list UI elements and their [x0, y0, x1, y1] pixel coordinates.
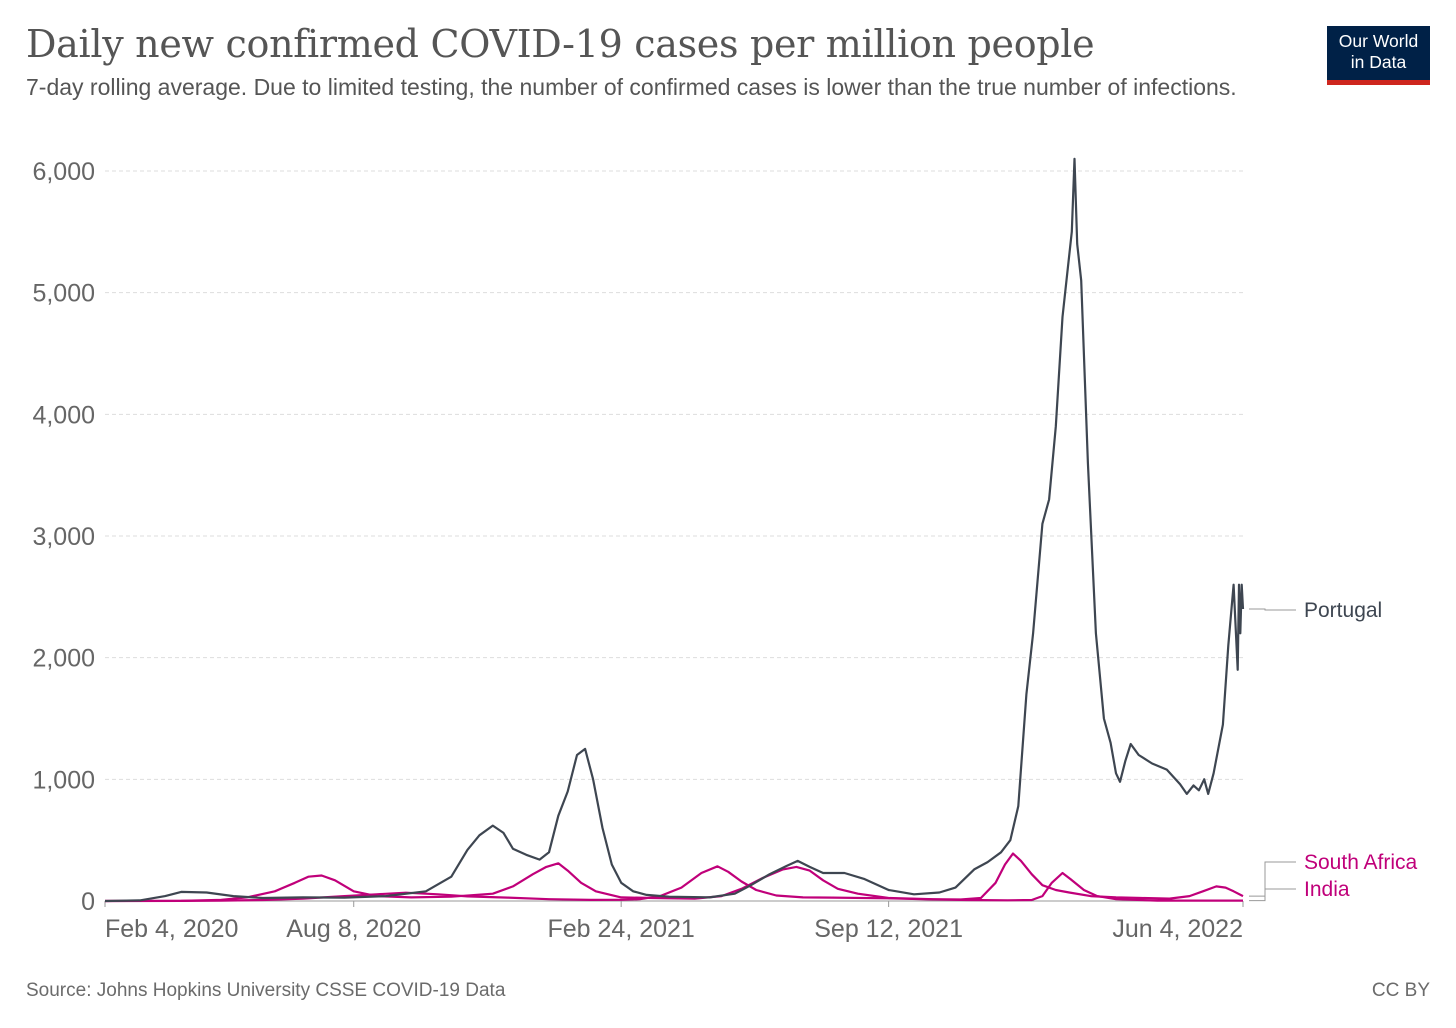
series-line-portugal: [104, 157, 1245, 903]
x-tick-label: Feb 4, 2020: [105, 915, 238, 943]
source-note[interactable]: Source: Johns Hopkins University CSSE CO…: [26, 980, 506, 1001]
x-axis: Feb 4, 2020 Aug 8, 2020 Feb 24, 2021 Sep 12…: [104, 900, 1244, 943]
x-tick-label: Aug 8, 2020: [286, 915, 421, 943]
series-line-india: [104, 865, 1243, 903]
y-tick-label: 5,000: [32, 280, 95, 308]
y-tick-label: 6,000: [32, 158, 95, 186]
logo-line-2: in Data: [1350, 52, 1407, 72]
logo-line-1: Our World: [1338, 31, 1419, 51]
series-label-connector: [1249, 861, 1296, 897]
chart-title: Daily new confirmed COVID-19 cases per m…: [26, 22, 1095, 66]
series-line-south-africa: [104, 852, 1244, 903]
y-tick-label: 4,000: [32, 401, 95, 429]
license-note[interactable]: CC BY: [1371, 980, 1430, 1001]
x-tick-label: Jun 4, 2022: [1112, 915, 1243, 943]
y-tick-label: 2,000: [32, 645, 95, 673]
series-label: India: [1304, 878, 1350, 901]
series-label-connector: [1249, 888, 1296, 902]
series-lines: [104, 157, 1245, 903]
logo-accent-bar: [1327, 80, 1430, 85]
series-label: Portugal: [1304, 599, 1382, 622]
y-tick-label: 1,000: [32, 766, 95, 794]
series-label-connector: [1249, 608, 1296, 611]
owid-logo[interactable]: Our World in Data: [1327, 26, 1430, 85]
gridlines: [105, 170, 1243, 780]
y-tick-label: 3,000: [32, 523, 95, 551]
x-tick-label: Feb 24, 2021: [548, 915, 695, 943]
chart-subtitle: 7-day rolling average. Due to limited te…: [26, 74, 1237, 100]
y-tick-label: 0: [81, 888, 95, 916]
series-label: South Africa: [1304, 851, 1418, 874]
x-tick-label: Sep 12, 2021: [814, 915, 963, 943]
series-labels: Portugal South Africa India: [1249, 599, 1418, 902]
y-axis-ticks: 0 1,000 2,000 3,000 4,000 5,000 6,000: [32, 158, 95, 916]
